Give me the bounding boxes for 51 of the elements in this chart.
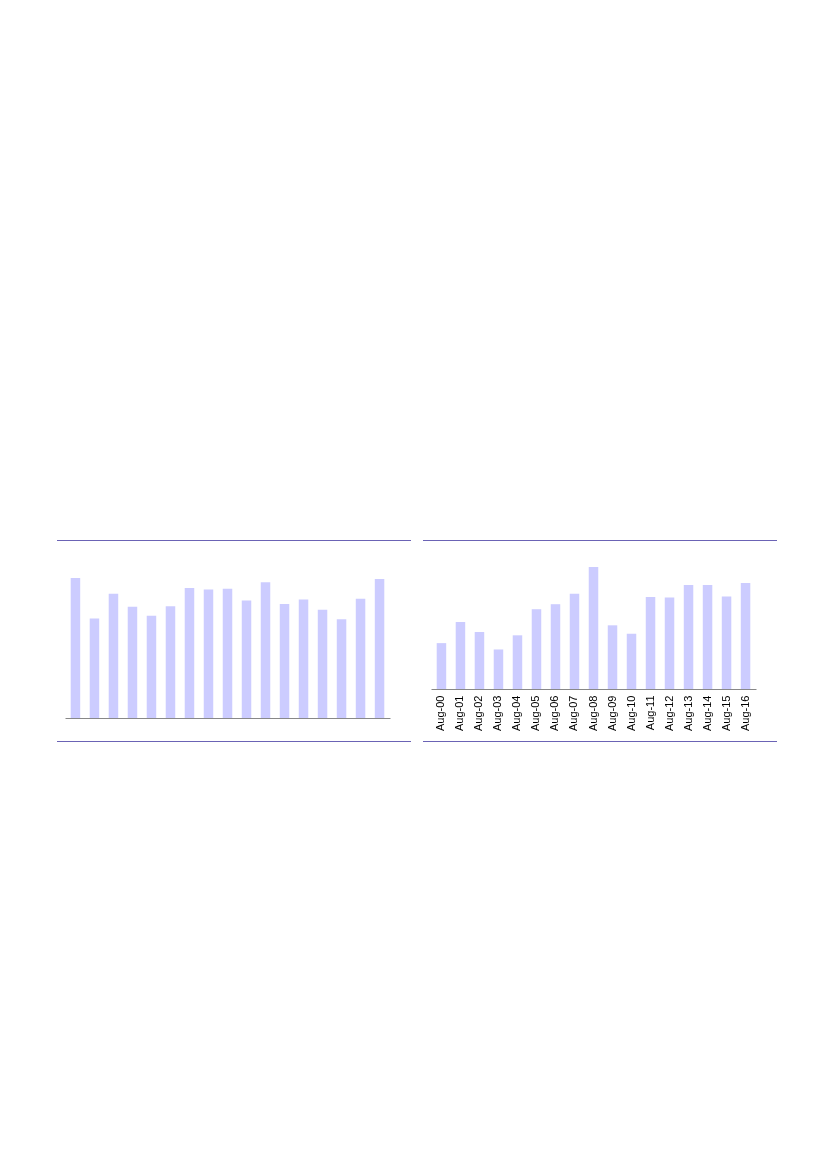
bar <box>108 593 119 718</box>
bar <box>127 606 138 718</box>
bar <box>683 585 694 689</box>
bar <box>626 633 637 689</box>
bar <box>569 593 580 689</box>
x-tick-label: Aug-00 <box>434 695 447 731</box>
bar <box>184 588 195 718</box>
bar <box>260 582 271 718</box>
x-tick-label: Aug-16 <box>738 695 751 731</box>
bar <box>645 596 656 689</box>
bar <box>588 567 599 689</box>
x-tick-label: Aug-06 <box>548 695 561 731</box>
bar <box>279 604 290 718</box>
bar <box>664 597 675 689</box>
bar <box>550 604 561 689</box>
bar <box>203 589 214 718</box>
x-tick-label: Aug-08 <box>586 695 599 731</box>
bar <box>512 635 523 689</box>
bar <box>355 598 366 718</box>
bar <box>298 599 309 718</box>
bar <box>336 619 347 718</box>
bar <box>455 622 466 689</box>
x-tick-label: Aug-10 <box>624 695 637 731</box>
bar <box>740 583 751 689</box>
bar <box>374 578 385 718</box>
bar <box>436 643 447 689</box>
bar <box>222 588 233 718</box>
bar <box>146 615 157 718</box>
x-tick-label: Aug-02 <box>472 695 485 731</box>
x-tick-label: Aug-13 <box>681 695 694 731</box>
x-tick-label: Aug-15 <box>719 695 732 731</box>
bar <box>70 578 81 718</box>
x-tick-label: Aug-04 <box>510 695 523 731</box>
x-tick-label: Aug-03 <box>491 695 504 731</box>
bar <box>607 625 618 689</box>
x-tick-label: Aug-05 <box>529 695 542 731</box>
x-tick-label: Aug-14 <box>700 695 713 731</box>
x-tick-label: Aug-12 <box>662 695 675 731</box>
bar <box>702 585 713 689</box>
bar <box>241 600 252 718</box>
bar <box>165 606 176 718</box>
bar <box>89 618 100 718</box>
x-tick-label: Aug-01 <box>453 695 466 731</box>
x-tick-label: Aug-09 <box>605 695 618 731</box>
bar <box>317 609 328 718</box>
x-tick-label: Aug-07 <box>567 695 580 731</box>
bar <box>493 649 504 689</box>
x-tick-label: Aug-11 <box>643 695 656 731</box>
bar <box>721 596 732 689</box>
bar <box>531 609 542 689</box>
bar <box>474 632 485 689</box>
